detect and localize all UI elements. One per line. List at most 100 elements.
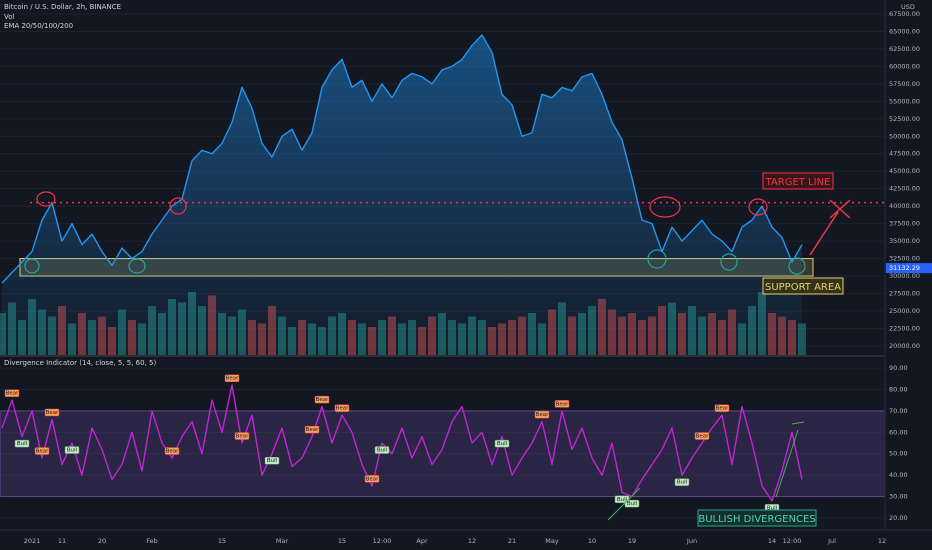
- highlight: [788, 257, 806, 275]
- chart-title: Bitcoin / U.S. Dollar, 2h, BINANCE: [4, 3, 121, 11]
- y-tick-label: 40000.00: [889, 202, 920, 210]
- y-tick-label: 40.00: [889, 471, 908, 479]
- signal-box: [304, 425, 320, 434]
- y-tick-label: 65000.00: [889, 27, 920, 35]
- annotation-box: [697, 509, 817, 527]
- y-tick-label: 60000.00: [889, 62, 920, 70]
- x-tick-label: 12:00: [783, 537, 802, 545]
- y-tick-label: 60.00: [889, 428, 908, 436]
- signal-label: Bull: [497, 441, 508, 447]
- signal-label: Bull: [67, 448, 78, 454]
- x-tick-label: 11: [58, 537, 66, 545]
- signal-box: [64, 446, 80, 454]
- y-tick-label: 25000.00: [889, 307, 920, 315]
- signal-label: Bear: [36, 449, 50, 455]
- x-tick-label: Mar: [276, 537, 289, 545]
- highlight: [720, 253, 738, 271]
- signal-box: [374, 446, 390, 454]
- signal-label: Bear: [306, 427, 320, 433]
- signal-label: Bear: [6, 391, 20, 397]
- price-line: [1, 34, 803, 284]
- y-tick-label: 57500.00: [889, 80, 920, 88]
- price-area: [2, 34, 802, 355]
- x-tick-label: 12: [878, 537, 886, 545]
- last-price-label: 31132.29: [889, 264, 920, 272]
- divergence-arrow: [775, 421, 805, 498]
- ema-label: EMA 20/50/100/200: [4, 22, 73, 30]
- y-tick-label: 80.00: [889, 385, 908, 393]
- support-label: SUPPORT AREA: [765, 282, 841, 293]
- y-tick-label: 70.00: [889, 407, 908, 415]
- signal-label: Bull: [377, 448, 388, 454]
- signal-box: [534, 410, 550, 419]
- signal-box: [234, 432, 250, 440]
- target-cross: [829, 199, 851, 219]
- y-tick-label: 20000.00: [889, 342, 920, 350]
- signal-label: Bull: [17, 441, 28, 447]
- y-tick-label: 90.00: [889, 364, 908, 372]
- y-tick-label: 32500.00: [889, 255, 920, 263]
- signal-box: [364, 475, 380, 483]
- signal-label: Bull: [617, 497, 628, 503]
- signal-box: [334, 404, 350, 412]
- y-tick-label: 35000.00: [889, 237, 920, 245]
- signal-label: Bear: [716, 406, 730, 412]
- signal-label: Bull: [627, 501, 638, 507]
- x-tick-label: 20: [98, 537, 106, 545]
- x-tick-label: Feb: [146, 537, 158, 545]
- y-tick-label: 50.00: [889, 450, 908, 458]
- signal-label: Bear: [536, 412, 550, 418]
- signal-box: [14, 439, 30, 448]
- y-tick-label: 37500.00: [889, 220, 920, 228]
- signal-box: [694, 432, 710, 440]
- signal-box: [224, 374, 240, 382]
- y-tick-label: 30000.00: [889, 272, 920, 280]
- x-tick-label: 14: [768, 537, 776, 545]
- highlight: [748, 198, 768, 216]
- target-label: TARGET LINE: [765, 177, 831, 188]
- signal-label: Bear: [556, 401, 570, 407]
- x-tick-label: May: [545, 537, 559, 545]
- y-tick-label: 22500.00: [889, 324, 920, 332]
- signal-box: [714, 404, 730, 412]
- x-tick-label: 12:00: [373, 537, 392, 545]
- x-tick-label: 15: [218, 537, 226, 545]
- highlight: [649, 196, 681, 218]
- volume-label: Vol: [4, 13, 15, 21]
- highlight: [647, 249, 667, 269]
- highlight: [128, 258, 146, 274]
- target-arrow: [809, 211, 839, 256]
- x-tick-label: 10: [588, 537, 596, 545]
- x-tick-label: 2021: [24, 537, 41, 545]
- x-tick-label: Apr: [416, 537, 428, 545]
- y-tick-label: 62500.00: [889, 45, 920, 53]
- currency: USD: [901, 3, 915, 11]
- signal-label: Bull: [767, 505, 778, 511]
- signal-box: [554, 400, 570, 408]
- signal-box: [494, 439, 510, 448]
- signal-box: [4, 389, 20, 397]
- x-tick-label: 12: [468, 537, 476, 545]
- y-tick-label: 45000.00: [889, 167, 920, 175]
- signal-box: [674, 478, 690, 486]
- signal-label: Bear: [236, 434, 250, 440]
- y-tick-label: 67500.00: [889, 10, 920, 18]
- annotation-box: [762, 277, 844, 295]
- y-tick-label: 50000.00: [889, 132, 920, 140]
- signal-box: [44, 408, 60, 417]
- highlight: [24, 258, 40, 274]
- y-tick-label: 42500.00: [889, 185, 920, 193]
- band: [0, 410, 886, 498]
- signal-box: [264, 456, 280, 465]
- signal-box: [314, 395, 330, 404]
- x-tick-label: 21: [508, 537, 516, 545]
- highlight: [169, 197, 187, 215]
- signal-label: Bull: [677, 480, 688, 486]
- signal-label: Bear: [336, 406, 350, 412]
- divergence-line: [607, 487, 641, 521]
- x-tick-label: 19: [628, 537, 636, 545]
- y-tick-label: 47500.00: [889, 150, 920, 158]
- signal-label: Bear: [696, 434, 710, 440]
- highlights: [24, 191, 806, 275]
- oscillator-line: [1, 384, 803, 502]
